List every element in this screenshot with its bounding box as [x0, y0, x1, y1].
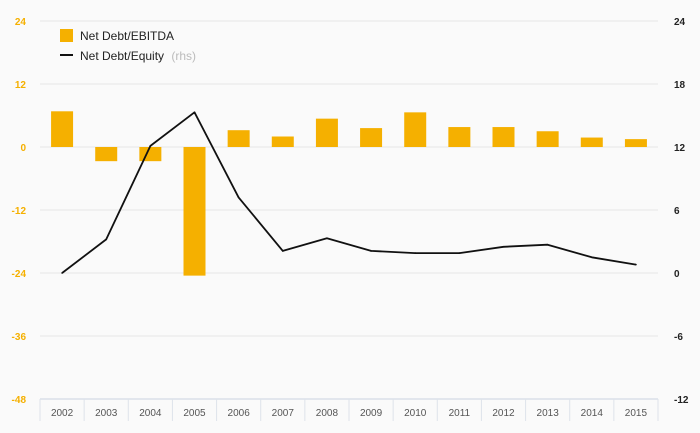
y-right-tick-label: 0	[674, 269, 680, 280]
line-point	[281, 250, 284, 252]
x-tick-label: 2013	[537, 408, 560, 419]
y-axis-left: 24 12 0 -12 -24 -36 -48	[12, 17, 27, 406]
line-point	[61, 272, 63, 274]
legend-swatch-bar	[60, 29, 73, 42]
x-tick-label: 2002	[51, 408, 74, 419]
x-tick-label: 2006	[228, 408, 251, 419]
x-tick-label: 2007	[272, 408, 295, 419]
x-axis: 2002 2003 2004 2005 2006 2007 2008 2009 2010 2011…	[39, 398, 659, 421]
bar	[536, 131, 559, 147]
legend-label-bar: Net Debt/EBITDA	[80, 29, 174, 43]
x-tick-label: 2014	[581, 408, 604, 419]
y-right-tick-label: 12	[674, 143, 686, 154]
x-tick-label: 2004	[139, 408, 162, 419]
line-point	[502, 245, 505, 248]
x-tick-label: 2003	[95, 408, 118, 419]
y-left-tick-label: 0	[20, 143, 26, 154]
x-tick-label: 2011	[449, 408, 471, 419]
bar	[139, 147, 162, 162]
y-right-tick-label: 6	[674, 206, 680, 217]
line-point	[590, 256, 593, 259]
y-left-tick-label: -12	[12, 206, 27, 217]
y-right-tick-label: -12	[674, 395, 689, 406]
bar	[580, 137, 603, 147]
line-point	[105, 238, 108, 241]
y-right-tick-label: 24	[674, 17, 686, 28]
line-point	[458, 252, 461, 254]
line-point	[370, 250, 372, 252]
y-left-tick-label: 12	[15, 80, 27, 91]
bar	[95, 147, 118, 162]
legend-label-line-note: (rhs)	[171, 49, 196, 63]
line-point	[237, 196, 240, 199]
line-point	[635, 263, 637, 266]
line-point	[193, 111, 196, 114]
x-tick-label: 2009	[360, 408, 383, 419]
y-right-tick-label: -6	[674, 332, 683, 343]
x-tick-label: 2005	[183, 408, 206, 419]
line-point	[414, 252, 417, 254]
bar	[492, 127, 515, 147]
bar	[271, 136, 294, 147]
bar	[360, 128, 383, 147]
y-left-tick-label: 24	[15, 17, 27, 28]
legend: Net Debt/EBITDA Net Debt/Equity (rhs)	[60, 29, 196, 63]
bar	[183, 147, 206, 276]
y-right-tick-label: 18	[674, 80, 686, 91]
bar	[624, 139, 647, 147]
bar	[404, 112, 427, 147]
line-series	[61, 111, 637, 274]
legend-label-line-text: Net Debt/Equity	[80, 49, 164, 63]
y-axis-right: 24 18 12 6 0 -6 -12	[674, 17, 689, 406]
y-left-tick-label: -24	[12, 269, 27, 280]
legend-label-line: Net Debt/Equity (rhs)	[80, 49, 196, 63]
line-point	[326, 237, 328, 240]
line-point	[546, 243, 549, 246]
gridlines	[40, 20, 658, 400]
bar-series	[51, 111, 647, 276]
x-tick-label: 2015	[625, 408, 648, 419]
y-left-tick-label: -48	[12, 395, 27, 406]
line-path	[61, 111, 637, 274]
x-tick-label: 2010	[404, 408, 427, 419]
x-tick-label: 2008	[316, 408, 339, 419]
line-point	[149, 145, 152, 147]
y-left-tick-label: -36	[12, 332, 27, 343]
bar	[51, 111, 74, 147]
bar	[227, 130, 250, 147]
x-tick-label: 2012	[492, 408, 515, 419]
bar	[448, 127, 471, 147]
bar	[315, 118, 338, 147]
